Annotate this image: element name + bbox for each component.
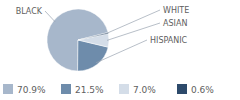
chart: BLACK HISPANIC ASIAN WHITE 70.9% 21.5% 7.0% 0.6…: [0, 0, 240, 100]
pie-slice: [78, 33, 108, 41]
legend-label: 21.5%: [75, 85, 104, 95]
slice-label: HISPANIC: [150, 36, 188, 45]
leader-lines: [45, 10, 160, 63]
legend-label: 7.0%: [133, 85, 156, 95]
slice-label: ASIAN: [163, 19, 187, 28]
leader-line: [96, 40, 147, 63]
leader-line: [106, 10, 160, 34]
leader-line: [45, 11, 55, 22]
pie: [47, 9, 109, 71]
slice-label: BLACK: [16, 7, 43, 16]
legend-swatch: [61, 84, 71, 94]
slice-label: WHITE: [163, 6, 189, 15]
legend-swatch: [3, 84, 13, 94]
legend: 70.9% 21.5% 7.0% 0.6%: [3, 84, 214, 95]
pie-slice: [78, 34, 109, 48]
legend-label: 0.6%: [191, 85, 214, 95]
legend-swatch: [177, 84, 187, 94]
legend-swatch: [119, 84, 129, 94]
legend-label: 70.9%: [17, 85, 46, 95]
